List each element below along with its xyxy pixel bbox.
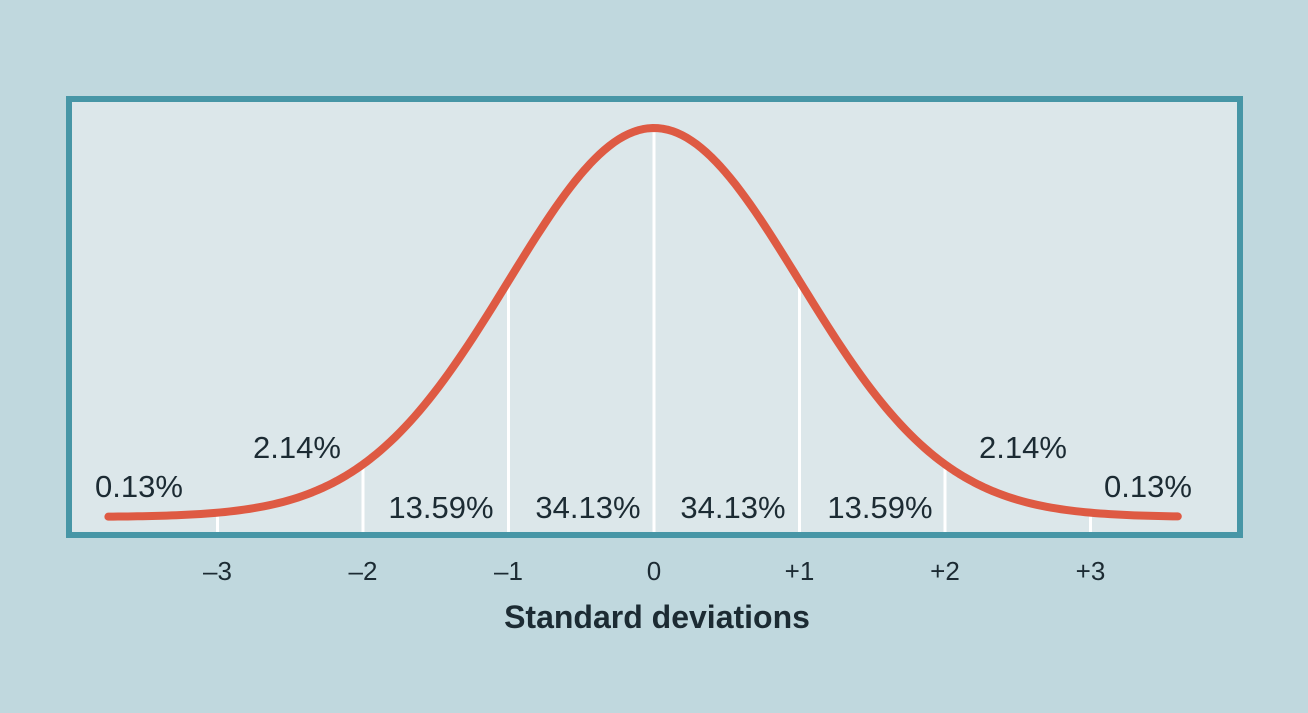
band-labels: 0.13% 2.14% 13.59% 34.13% 34.13% 13.59% 2.14% 0…: [95, 430, 1192, 525]
normal-curve: [104, 124, 1182, 521]
x-axis-title: Standard deviations: [504, 599, 810, 635]
x-tick-label-6: +3: [1076, 556, 1106, 586]
band-label-2: 13.59%: [388, 490, 493, 525]
band-label-1: 2.14%: [253, 430, 341, 465]
sd-dividers: [216, 132, 1092, 532]
band-label-7: 0.13%: [1104, 469, 1192, 504]
x-tick-label-3: 0: [647, 556, 661, 586]
x-tick-label-4: +1: [785, 556, 815, 586]
plot-frame: [66, 96, 1243, 538]
x-tick-label-2: –1: [494, 556, 523, 586]
x-tick-label-0: –3: [203, 556, 232, 586]
band-label-0: 0.13%: [95, 469, 183, 504]
band-label-5: 13.59%: [827, 490, 932, 525]
x-tick-labels: –3 –2 –1 0 +1 +2 +3: [203, 556, 1105, 586]
x-tick-label-5: +2: [930, 556, 960, 586]
band-label-4: 34.13%: [680, 490, 785, 525]
band-label-6: 2.14%: [979, 430, 1067, 465]
band-label-3: 34.13%: [535, 490, 640, 525]
x-tick-label-1: –2: [349, 556, 378, 586]
